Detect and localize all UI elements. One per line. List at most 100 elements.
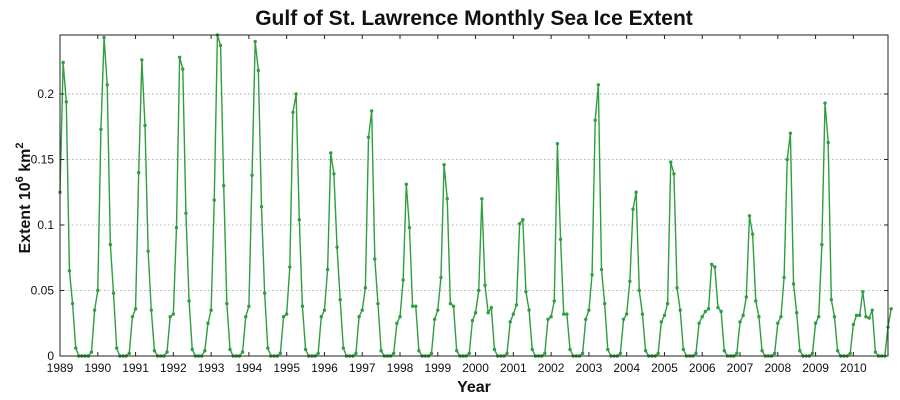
x-tick-label-6: 1995 — [273, 361, 300, 375]
data-point-12 — [96, 288, 100, 293]
data-point-190 — [656, 351, 660, 356]
x-tick-label-16: 2005 — [651, 361, 678, 375]
data-point-22 — [127, 351, 131, 356]
data-point-77 — [300, 304, 305, 308]
data-point-145 — [514, 303, 519, 307]
data-point-183 — [634, 190, 638, 194]
data-point-192 — [662, 313, 667, 318]
data-point-256 — [864, 314, 868, 319]
data-point-51 — [218, 43, 223, 48]
data-point-239 — [810, 351, 815, 356]
data-point-23 — [130, 314, 135, 319]
data-point-221 — [754, 299, 758, 303]
data-point-97 — [363, 286, 368, 290]
data-point-102 — [379, 349, 383, 353]
data-point-110 — [404, 182, 409, 187]
data-point-119 — [432, 317, 437, 322]
data-point-211 — [722, 349, 726, 353]
data-point-121 — [439, 275, 443, 280]
data-point-96 — [360, 308, 364, 312]
data-point-231 — [785, 157, 789, 162]
data-point-61 — [250, 173, 254, 177]
data-point-208 — [713, 265, 717, 269]
data-point-257 — [867, 316, 871, 320]
data-point-59 — [244, 314, 248, 319]
data-point-217 — [741, 313, 745, 318]
data-point-63 — [256, 68, 261, 73]
data-point-194 — [669, 160, 673, 164]
data-point-84 — [322, 308, 327, 312]
data-point-111 — [407, 225, 412, 230]
data-point-120 — [436, 308, 440, 312]
data-point-193 — [665, 301, 670, 306]
data-point-242 — [820, 242, 824, 247]
data-point-26 — [140, 58, 144, 62]
data-point-181 — [628, 279, 632, 284]
data-point-46 — [203, 349, 207, 353]
data-point-246 — [832, 314, 837, 319]
data-point-123 — [445, 197, 449, 201]
data-point-223 — [760, 349, 764, 353]
data-point-178 — [618, 351, 623, 356]
y-axis-label-exp2: 2 — [14, 143, 26, 149]
data-point-179 — [621, 317, 626, 322]
y-tick-label-1: 0.05 — [31, 283, 55, 297]
data-point-195 — [672, 172, 676, 176]
data-point-65 — [262, 291, 267, 295]
data-point-191 — [659, 320, 664, 324]
x-tick-label-1: 1990 — [84, 361, 111, 375]
plot-frame — [59, 34, 889, 357]
data-point-138 — [492, 347, 497, 352]
data-point-76 — [297, 218, 301, 222]
data-point-196 — [675, 286, 679, 290]
x-tick-label-8: 1997 — [349, 361, 376, 375]
data-point-185 — [640, 312, 645, 316]
data-point-247 — [835, 349, 840, 353]
data-point-204 — [700, 314, 704, 319]
x-axis-label: Year — [457, 379, 491, 396]
data-point-132 — [473, 311, 478, 315]
data-point-113 — [414, 304, 418, 308]
data-point-16 — [108, 242, 113, 247]
data-point-13 — [99, 127, 103, 132]
data-point-36 — [171, 312, 176, 316]
data-point-75 — [294, 92, 298, 96]
data-point-168 — [587, 308, 591, 312]
data-point-39 — [181, 67, 185, 71]
data-point-78 — [303, 347, 308, 352]
data-point-40 — [184, 211, 188, 215]
data-point-251 — [848, 351, 852, 356]
data-point-206 — [706, 307, 711, 311]
data-point-197 — [678, 308, 682, 312]
data-point-94 — [354, 351, 358, 356]
data-point-25 — [137, 170, 141, 175]
data-point-240 — [813, 321, 818, 325]
x-tick-label-7: 1996 — [311, 361, 338, 375]
data-point-258 — [870, 308, 874, 312]
data-point-174 — [606, 347, 610, 352]
y-tick-label-0: 0 — [47, 349, 54, 363]
data-point-48 — [209, 308, 213, 312]
data-point-186 — [643, 349, 648, 353]
x-tick-label-4: 1993 — [198, 361, 225, 375]
data-point-209 — [716, 305, 720, 310]
data-point-136 — [486, 311, 490, 315]
y-axis-label-exp1: 6 — [14, 176, 26, 182]
x-tick-label-11: 2000 — [462, 361, 489, 375]
data-point-112 — [410, 304, 415, 308]
data-point-147 — [521, 218, 525, 222]
data-point-166 — [580, 351, 585, 356]
data-point-88 — [335, 245, 339, 249]
data-point-74 — [291, 110, 295, 115]
y-axis-label-base: Extent 10 — [17, 182, 34, 253]
data-point-207 — [709, 262, 714, 266]
data-point-202 — [694, 351, 698, 356]
data-point-1 — [61, 60, 65, 65]
data-point-169 — [590, 273, 594, 277]
data-point-222 — [757, 314, 761, 319]
x-tick-label-19: 2008 — [764, 361, 791, 375]
data-point-72 — [284, 312, 289, 316]
data-point-98 — [366, 135, 371, 139]
data-point-143 — [508, 320, 512, 324]
data-point-162 — [568, 347, 572, 352]
